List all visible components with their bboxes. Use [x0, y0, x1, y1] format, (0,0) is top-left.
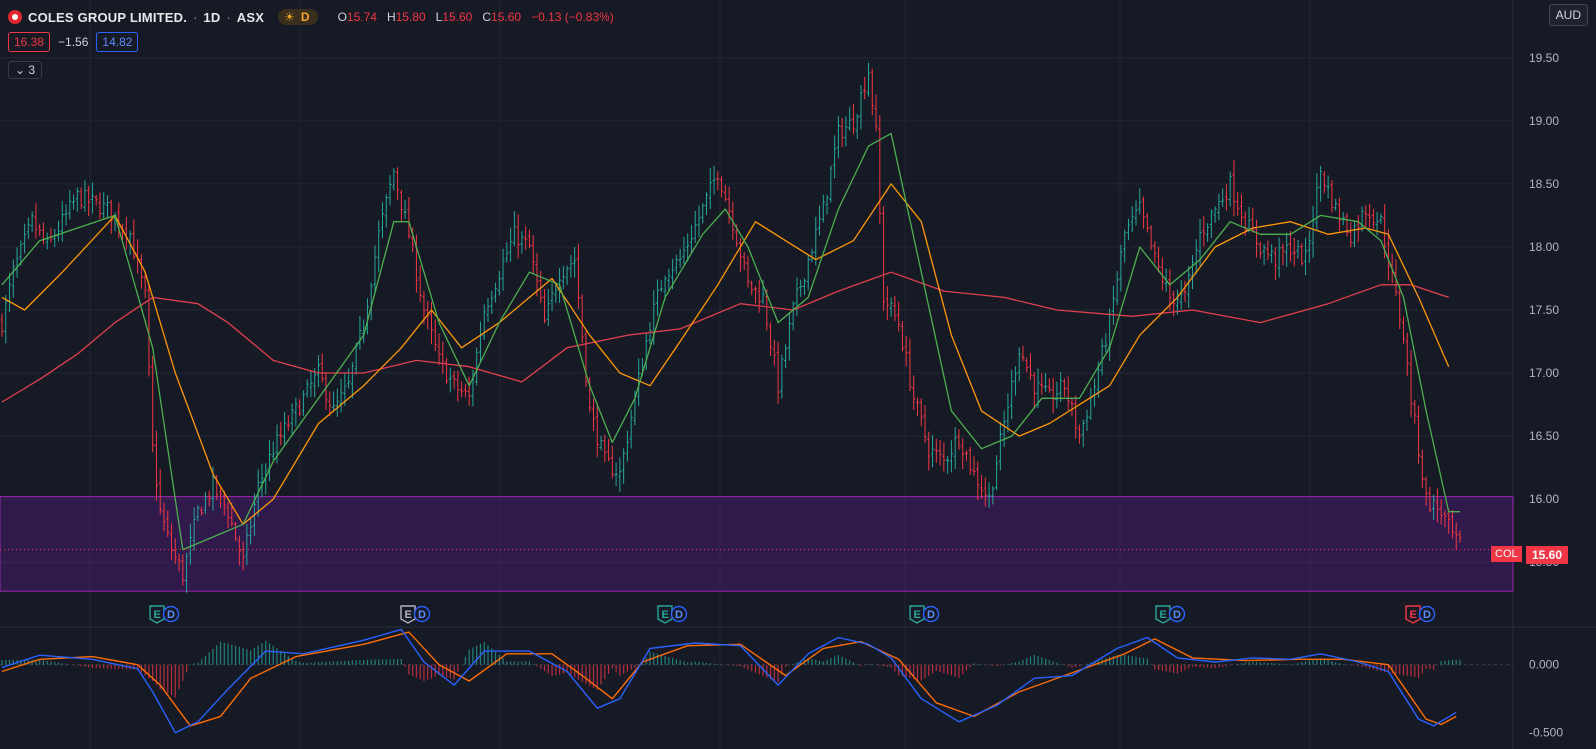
legend-separator: ·: [193, 9, 198, 25]
dividend-icon: [1168, 605, 1186, 623]
earnings-letter: E: [1160, 609, 1167, 621]
earnings-icon: [1155, 605, 1171, 624]
earnings-letter: E: [662, 609, 669, 621]
sun-icon: ☀: [284, 10, 295, 24]
low-value: 15.60: [442, 10, 473, 24]
session-badge-label: D: [300, 10, 310, 24]
price-axis-label: 19.50: [1529, 51, 1559, 65]
buy-button[interactable]: 14.82: [96, 32, 139, 52]
price-axis-label: 17.50: [1529, 303, 1559, 317]
price-axis-label: 19.00: [1529, 114, 1559, 128]
earnings-letter: E: [1410, 609, 1417, 621]
open-label: O: [337, 10, 347, 24]
session-badge[interactable]: ☀ D: [278, 9, 318, 25]
high-label: H: [386, 10, 396, 24]
earnings-icon: [657, 605, 673, 624]
ma-mid-line: [1, 183, 1450, 525]
chevron-down-icon: ⌄: [15, 63, 26, 77]
earnings-icon: [909, 605, 925, 624]
dividend-letter: D: [927, 609, 935, 621]
dividend-icon: [162, 605, 180, 623]
last-price-tag: 15.60: [1526, 546, 1569, 564]
ohlc-values: O15.74 H15.80 L15.60 C15.60 −0.13 (−0.83…: [338, 10, 614, 24]
support-zone: [0, 496, 1514, 592]
indicators-count: 3: [28, 63, 36, 77]
quote-bar: 16.38 −1.56 14.82: [8, 32, 139, 52]
spread-value: −1.56: [58, 35, 89, 49]
open-value: 15.74: [346, 10, 377, 24]
dividend-letter: D: [1173, 609, 1181, 621]
low-label: L: [435, 10, 443, 24]
exchange-label: ASX: [236, 9, 265, 25]
legend-separator: ·: [226, 9, 231, 25]
dividend-icon: [670, 605, 688, 623]
change-value: −0.13 (−0.83%): [531, 10, 614, 24]
symbol-price-tag: COL: [1491, 546, 1522, 562]
dividend-letter: D: [1423, 609, 1431, 621]
price-axis-label: 18.50: [1529, 177, 1559, 191]
earnings-letter: E: [405, 609, 412, 621]
earnings-letter: E: [914, 609, 921, 621]
coles-logo-icon: [8, 10, 22, 24]
currency-button[interactable]: AUD: [1548, 4, 1588, 26]
earnings-letter: E: [154, 609, 161, 621]
ma-fast-line: [1, 132, 1460, 551]
dividend-icon: [1418, 605, 1436, 623]
earnings-icon: [1405, 605, 1421, 624]
dividend-letter: D: [167, 609, 175, 621]
close-label: C: [482, 10, 492, 24]
symbol-title[interactable]: COLES GROUP LIMITED.: [28, 9, 188, 25]
dividend-icon: [922, 605, 940, 623]
symbol-legend: COLES GROUP LIMITED. · 1D · ASX ☀ D O15.…: [8, 6, 614, 28]
price-axis-label: 16.00: [1529, 492, 1559, 506]
close-value: 15.60: [491, 10, 522, 24]
high-value: 15.80: [395, 10, 426, 24]
dividend-icon: [413, 605, 431, 623]
price-axis-label: 18.00: [1529, 240, 1559, 254]
earnings-icon: [149, 605, 165, 624]
macd-axis-label: 0.000: [1529, 658, 1559, 672]
ma-slow-line: [1, 271, 1449, 403]
interval-label[interactable]: 1D: [203, 9, 221, 25]
macd-line: [1, 628, 1457, 734]
dividend-letter: D: [418, 609, 426, 621]
earnings-icon: [400, 605, 416, 624]
dividend-letter: D: [675, 609, 683, 621]
price-axis-label: 16.50: [1529, 429, 1559, 443]
price-axis-label: 17.00: [1529, 366, 1559, 380]
macd-axis-label: -0.500: [1529, 726, 1563, 740]
indicators-toggle[interactable]: ⌄ 3: [8, 61, 43, 79]
sell-button[interactable]: 16.38: [8, 32, 51, 52]
